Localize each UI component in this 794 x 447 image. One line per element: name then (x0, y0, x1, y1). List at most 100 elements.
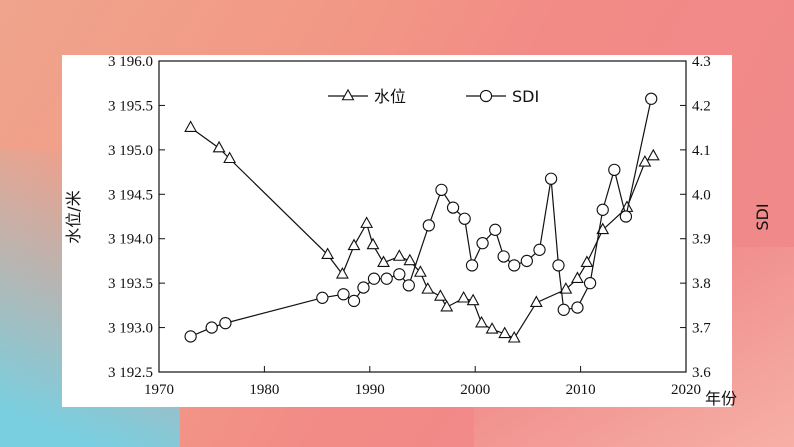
y-right-tick-label: 3.7 (692, 321, 711, 337)
triangle-marker (433, 289, 447, 301)
circle-marker (422, 219, 435, 232)
triangle-marker (529, 295, 543, 308)
triangle-marker (507, 330, 521, 343)
triangle-marker (440, 299, 454, 312)
triangle-marker (457, 290, 471, 303)
triangle-marker (321, 247, 335, 260)
legend-item-water-level: 水位 (328, 87, 406, 106)
circle-marker (357, 281, 370, 294)
x-tick-label: 2000 (460, 382, 490, 398)
circle-marker (402, 279, 415, 292)
y-left-tick-label: 3 195.5 (108, 98, 153, 114)
y-left-tick-label: 3 193.5 (108, 276, 153, 292)
circle-marker (520, 254, 533, 268)
circle-marker (608, 163, 621, 176)
x-tick-label: 2010 (566, 382, 596, 398)
circle-marker (184, 330, 197, 343)
triangle-marker (485, 322, 499, 334)
y-axis-right-title: SDI (753, 203, 772, 230)
series-sdi (184, 92, 658, 343)
circle-marker (380, 272, 393, 285)
y-left-tick-label: 3 192.5 (108, 365, 153, 381)
y-right-tick-label: 3.8 (692, 276, 711, 292)
axis-ticks (158, 60, 687, 373)
circle-marker (393, 268, 406, 281)
y-left-tick-label: 3 194.5 (108, 187, 153, 203)
triangle-marker (360, 216, 374, 228)
axis-titles: 水位/米 SDI 年份 (64, 190, 772, 408)
triangle-marker (366, 237, 380, 250)
triangle-marker (392, 249, 406, 261)
legend-circle-marker (479, 89, 493, 103)
x-tick-label: 2020 (671, 382, 701, 398)
y-left-tick-label: 3 193.0 (108, 321, 153, 337)
circle-marker (446, 201, 460, 214)
x-tick-label: 1990 (355, 382, 385, 398)
triangle-marker (638, 155, 652, 167)
circle-marker (533, 243, 546, 256)
y-left-tick-label: 3 196.0 (108, 54, 153, 70)
y-right-tick-label: 3.9 (692, 232, 711, 248)
triangle-marker (580, 255, 594, 268)
legend-item-sdi: SDI (466, 87, 539, 106)
series-layer (184, 92, 660, 343)
triangle-marker (335, 266, 349, 279)
triangle-marker (571, 271, 584, 284)
triangle-marker (403, 253, 417, 266)
triangle-marker (498, 326, 512, 339)
series-line (190, 127, 654, 340)
circle-marker (552, 259, 565, 272)
y-right-tick-label: 4.0 (692, 187, 711, 203)
x-tick-label: 1970 (144, 382, 174, 398)
circle-marker (316, 291, 329, 304)
circle-marker (544, 172, 558, 185)
circle-marker (476, 237, 489, 250)
circle-marker (367, 272, 381, 285)
triangle-marker (421, 282, 435, 294)
legend-label: SDI (512, 87, 539, 106)
circle-marker (465, 259, 479, 272)
circle-marker (205, 321, 218, 334)
y-right-tick-label: 3.6 (692, 365, 711, 381)
y-right-tick-label: 4.1 (692, 143, 711, 159)
circle-marker (583, 276, 597, 290)
triangle-marker (559, 282, 573, 294)
y-right-tick-label: 4.2 (692, 98, 711, 114)
tick-labels: 1970 1980 1990 2000 2010 2020 3 192.5 3 193.0 3 … (108, 54, 711, 398)
y-left-tick-label: 3 195.0 (108, 143, 153, 159)
series-line (190, 98, 652, 338)
triangle-marker (475, 315, 488, 328)
triangle-marker (212, 140, 226, 153)
circle-marker (508, 259, 521, 272)
circle-marker (497, 250, 510, 263)
y-right-tick-label: 4.3 (692, 54, 711, 70)
circle-marker (557, 303, 570, 316)
circle-marker (219, 316, 232, 330)
circle-marker (347, 294, 361, 308)
plot-border (158, 60, 687, 373)
legend: 水位 SDI (328, 87, 539, 106)
circle-marker (619, 210, 633, 223)
triangle-marker (223, 151, 237, 164)
plot-frame (158, 60, 687, 373)
series-water-level (184, 120, 660, 343)
triangle-marker (413, 265, 427, 277)
circle-marker (435, 183, 448, 196)
circle-marker (596, 203, 609, 216)
x-axis-title: 年份 (705, 389, 737, 408)
circle-marker (645, 92, 658, 105)
chart-panel (62, 55, 732, 407)
circle-marker (489, 223, 502, 236)
x-tick-label: 1980 (249, 382, 279, 398)
circle-marker (337, 288, 350, 301)
legend-triangle-marker (341, 88, 355, 101)
triangle-marker (466, 293, 480, 306)
triangle-marker (184, 120, 198, 132)
triangle-marker (646, 148, 660, 161)
triangle-marker (347, 238, 361, 251)
y-axis-left-title: 水位/米 (64, 190, 83, 243)
legend-label: 水位 (374, 87, 406, 106)
triangle-marker (377, 255, 390, 268)
circle-marker (458, 212, 471, 225)
